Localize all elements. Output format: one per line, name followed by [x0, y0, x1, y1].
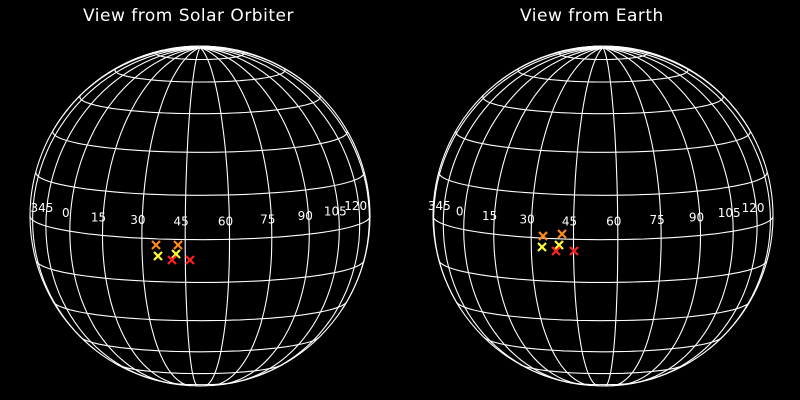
parallel-line — [116, 364, 283, 375]
longitude-label: 345 — [30, 201, 53, 215]
meridian-line — [602, 47, 771, 350]
longitude-label: 75 — [260, 212, 275, 226]
meridian-line — [433, 47, 604, 310]
meridian-line — [602, 47, 662, 387]
longitude-label: 45 — [562, 214, 577, 228]
parallel-line — [432, 216, 774, 241]
meridian-line — [572, 47, 604, 387]
parallel-line — [565, 381, 641, 386]
meridian-line — [602, 47, 619, 387]
meridian-line — [602, 46, 661, 57]
parallel-line — [52, 129, 348, 153]
longitude-label: 60 — [606, 215, 621, 229]
longitude-label: 15 — [91, 210, 106, 224]
parallel-line — [79, 94, 321, 115]
yellow-marker-1 — [153, 251, 163, 261]
parallel-line — [520, 364, 687, 375]
longitude-label: 15 — [482, 209, 497, 223]
longitude-label: 90 — [689, 210, 704, 224]
yellow-marker-2 — [554, 240, 564, 250]
meridian-line — [184, 47, 201, 387]
meridian-line — [199, 47, 273, 387]
longitude-label: 0 — [456, 205, 464, 219]
meridian-line — [602, 47, 702, 386]
meridian-line — [141, 47, 201, 387]
meridian-line — [199, 47, 231, 387]
parallel-line — [438, 171, 768, 196]
longitude-label: 30 — [520, 212, 535, 226]
parallel-line — [438, 260, 768, 283]
longitude-label: 345 — [428, 199, 451, 213]
parallel-line — [455, 301, 751, 322]
meridian-line — [199, 47, 370, 310]
right-panel-title: View from Earth — [520, 6, 664, 26]
longitude-label: 105 — [324, 205, 347, 219]
meridian-line — [602, 47, 734, 385]
red-marker-1 — [551, 246, 561, 256]
longitude-label: 120 — [344, 199, 367, 213]
longitude-label: 75 — [649, 213, 664, 227]
parallel-line — [114, 66, 286, 83]
longitude-label: 0 — [62, 206, 70, 220]
limb-circle — [432, 45, 774, 387]
longitude-label: 120 — [742, 201, 765, 215]
meridian-line — [530, 47, 604, 387]
limb-circle — [29, 45, 371, 387]
meridian-line — [199, 47, 340, 383]
parallel-line — [517, 66, 689, 83]
meridian-line — [32, 47, 201, 350]
orange-marker-1 — [151, 240, 161, 250]
red-marker-1 — [167, 255, 177, 265]
left-panel-title: View from Solar Orbiter — [83, 6, 294, 26]
red-marker-2 — [569, 246, 579, 256]
yellow-marker-1 — [537, 242, 547, 252]
longitude-label: 90 — [298, 209, 313, 223]
meridian-line — [497, 47, 603, 84]
parallel-line — [162, 381, 238, 386]
red-marker-2 — [185, 255, 195, 265]
meridian-line — [69, 47, 201, 385]
parallel-line — [482, 94, 724, 115]
meridian-line — [199, 47, 361, 377]
parallel-line — [35, 171, 365, 196]
parallel-line — [155, 49, 245, 61]
parallel-line — [81, 336, 320, 353]
meridian-line — [101, 47, 201, 386]
orange-marker-1 — [538, 231, 548, 241]
parallel-line — [35, 260, 365, 283]
parallel-line — [52, 301, 348, 322]
parallel-line — [483, 336, 722, 353]
orange-marker-2 — [173, 240, 183, 250]
meridian-line — [493, 47, 604, 385]
longitude-label: 30 — [130, 213, 145, 227]
meridian-line — [602, 47, 751, 131]
orange-marker-2 — [557, 229, 567, 239]
earth-view-globe: 345 0 15 30 45 60 75 90 105 120 — [428, 45, 774, 387]
meridian-line — [463, 47, 604, 383]
longitude-label: 105 — [718, 206, 741, 220]
parallel-line — [29, 216, 371, 241]
longitude-label: 60 — [218, 214, 233, 228]
parallel-line — [558, 49, 648, 61]
yellow-marker-2 — [171, 249, 181, 259]
meridian-line — [442, 47, 604, 377]
longitude-label: 45 — [174, 215, 189, 229]
meridian-line — [199, 47, 310, 385]
parallel-line — [455, 129, 751, 153]
meridian-line — [52, 47, 201, 131]
